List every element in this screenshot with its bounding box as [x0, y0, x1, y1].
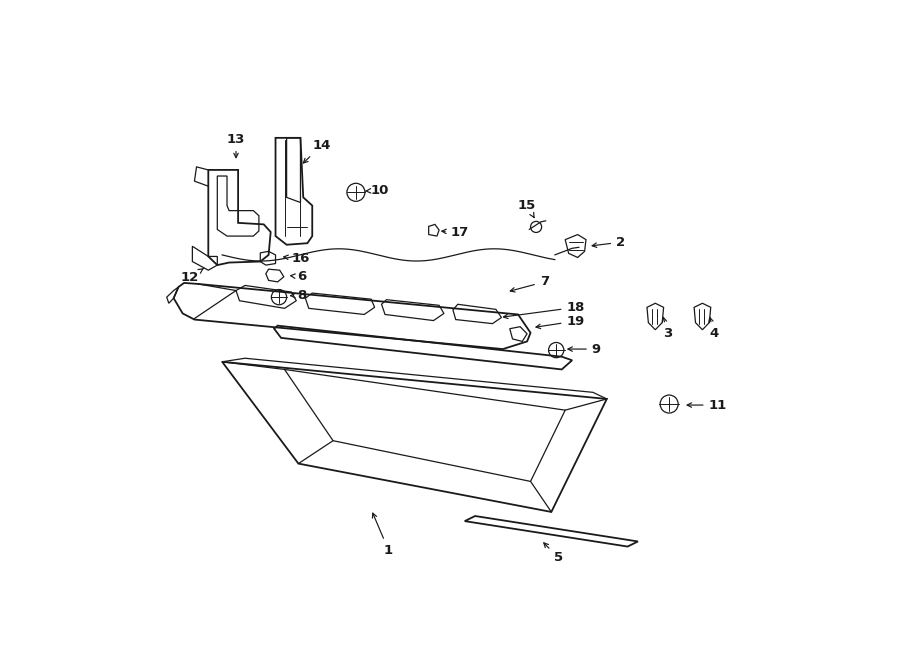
Text: 14: 14 — [303, 139, 330, 163]
Text: 10: 10 — [365, 184, 390, 197]
Text: 7: 7 — [510, 276, 549, 292]
Text: 12: 12 — [181, 268, 203, 284]
Text: 1: 1 — [373, 513, 393, 557]
Text: 18: 18 — [503, 301, 585, 319]
Text: 3: 3 — [662, 317, 672, 340]
Text: 16: 16 — [284, 252, 310, 265]
Text: 15: 15 — [518, 199, 536, 217]
Text: 13: 13 — [227, 133, 245, 158]
Text: 5: 5 — [544, 543, 562, 564]
Text: 8: 8 — [291, 289, 307, 302]
Text: 11: 11 — [687, 399, 727, 412]
Text: 6: 6 — [291, 270, 307, 284]
Text: 19: 19 — [536, 315, 585, 329]
Text: 9: 9 — [568, 342, 601, 356]
Text: 17: 17 — [442, 225, 469, 239]
Text: 2: 2 — [592, 236, 626, 249]
Text: 4: 4 — [709, 317, 719, 340]
